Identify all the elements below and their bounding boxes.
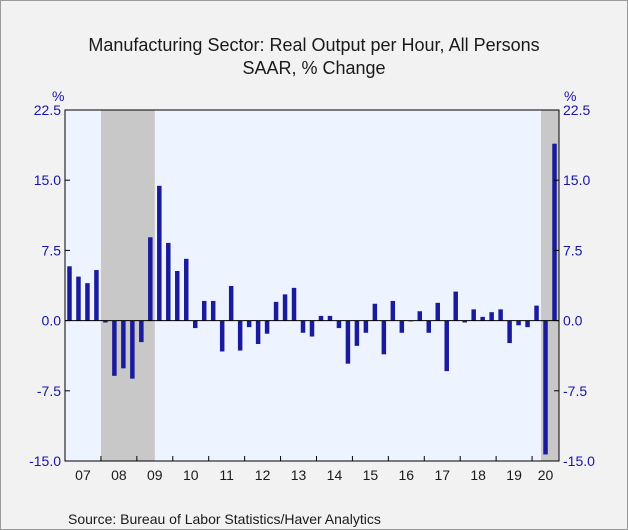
x-tick-label-20: 20 [538, 467, 554, 483]
plot-border [64, 109, 560, 462]
bar-2008-Q1 [103, 320, 108, 323]
bar-2010-Q2 [184, 258, 189, 321]
x-tick-label-16: 16 [399, 467, 415, 483]
x-tick-label-10: 10 [183, 467, 199, 483]
y-tick-label-right: 0.0 [563, 313, 583, 329]
y-tick-label-right: 7.5 [563, 242, 583, 258]
bar-2019-Q2 [507, 320, 512, 344]
bar-2017-Q1 [426, 320, 432, 333]
y-tick-label-left: 7.5 [42, 242, 62, 258]
x-tick-label-13: 13 [291, 467, 307, 483]
bar-2012-Q3 [264, 320, 270, 334]
bar-2019-Q1 [498, 309, 503, 321]
bar-2010-Q1 [175, 270, 180, 321]
y-tick-label-right: 22.5 [563, 102, 590, 118]
bar-2011-Q2 [219, 320, 225, 352]
x-tick-label-18: 18 [470, 467, 486, 483]
bar-2008-Q4 [130, 320, 135, 379]
bar-2018-Q1 [462, 320, 467, 323]
bar-2017-Q4 [453, 291, 458, 321]
bars [67, 143, 557, 455]
bar-2014-Q2 [327, 315, 333, 321]
y-tick-label-left: 22.5 [34, 102, 61, 118]
bar-2015-Q3 [372, 303, 378, 321]
bar-2017-Q2 [435, 302, 440, 321]
bar-2013-Q1 [282, 294, 288, 321]
bar-2013-Q3 [300, 320, 306, 333]
bar-2018-Q3 [480, 316, 485, 321]
y-unit-right: % [564, 88, 576, 104]
bar-2020-Q1 [534, 305, 539, 321]
bar-2015-Q2 [363, 320, 369, 333]
x-tick-label-12: 12 [255, 467, 271, 483]
source-note: Source: Bureau of Labor Statistics/Haver… [68, 511, 381, 527]
bar-2016-Q1 [390, 300, 396, 321]
y-tick-label-right: -15.0 [563, 453, 595, 469]
bar-2016-Q4 [417, 311, 423, 321]
y-tick-label-left: 15.0 [34, 172, 61, 188]
bar-2007-Q2 [76, 276, 81, 321]
x-tick-label-14: 14 [327, 467, 343, 483]
y-axis: 22.5 22.5 15.0 15.0 7.5 7.5 0.0 0.0 -7.5 -7.5 -15.… [29, 102, 595, 469]
bar-2012-Q4 [273, 301, 279, 321]
bar-2007-Q4 [94, 270, 99, 321]
bar-2009-Q1 [139, 320, 144, 343]
bar-2014-Q3 [336, 320, 342, 329]
x-tick-label-09: 09 [147, 467, 163, 483]
bar-2019-Q4 [525, 320, 530, 328]
y-tick-label-right: 15.0 [563, 172, 590, 188]
bar-2014-Q4 [345, 320, 351, 364]
bar-2009-Q3 [157, 185, 162, 321]
bar-2017-Q3 [444, 320, 449, 372]
x-axis: 07 08 09 10 11 12 13 14 15 16 17 18 19 20 [75, 456, 554, 483]
x-tick-label-15: 15 [363, 467, 379, 483]
bar-2018-Q4 [489, 312, 494, 321]
bar-2007-Q1 [67, 266, 72, 321]
bar-2018-Q2 [471, 309, 476, 321]
bar-2009-Q2 [148, 237, 153, 321]
chart-title: Manufacturing Sector: Real Output per Ho… [88, 35, 539, 55]
x-tick-label-17: 17 [434, 467, 450, 483]
y-tick-label-left: -15.0 [29, 453, 61, 469]
bar-2011-Q3 [228, 285, 234, 321]
recession-band-1 [100, 110, 155, 461]
bar-2013-Q4 [309, 320, 315, 337]
bar-2014-Q1 [318, 315, 324, 321]
bar-2011-Q4 [237, 320, 243, 351]
bar-2012-Q2 [255, 320, 261, 344]
bar-2011-Q1 [210, 300, 216, 321]
bar-2008-Q3 [121, 320, 126, 369]
bar-2007-Q3 [85, 283, 90, 321]
x-tick-label-11: 11 [219, 467, 234, 483]
bar-2015-Q1 [354, 320, 360, 346]
x-tick-label-08: 08 [111, 467, 127, 483]
bar-2008-Q2 [112, 320, 117, 376]
bar-2010-Q4 [201, 300, 207, 321]
bar-2013-Q2 [291, 287, 297, 321]
y-tick-label-left: 0.0 [42, 313, 62, 329]
bar-2020-Q3 [552, 143, 557, 321]
bar-2020-Q2 [543, 320, 548, 455]
bar-2010-Q3 [192, 320, 198, 329]
chart-subtitle: SAAR, % Change [242, 58, 385, 78]
bar-2019-Q3 [516, 320, 521, 326]
bar-2009-Q4 [166, 242, 171, 321]
y-tick-label-right: -7.5 [563, 383, 587, 399]
bar-2015-Q4 [381, 320, 387, 355]
bar-2016-Q2 [399, 320, 405, 333]
y-unit-left: % [52, 88, 64, 104]
x-tick-label-07: 07 [75, 467, 91, 483]
bar-2012-Q1 [246, 320, 252, 328]
y-tick-label-left: -7.5 [37, 383, 61, 399]
x-tick-label-19: 19 [506, 467, 522, 483]
